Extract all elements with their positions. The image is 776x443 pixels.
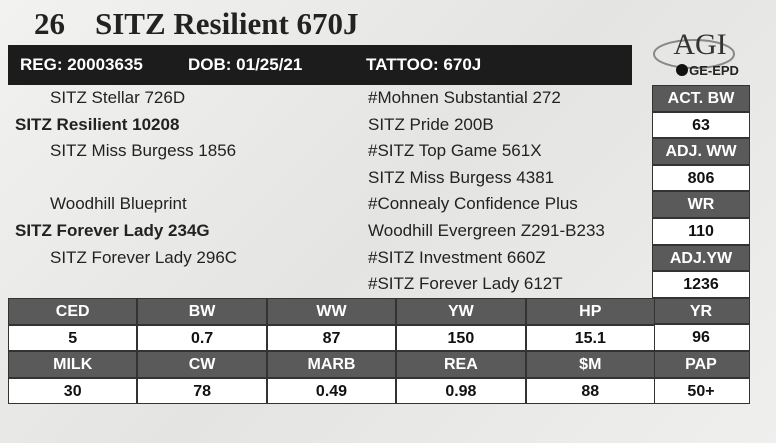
perf-value: 63 xyxy=(652,111,750,139)
perf-value: 96 xyxy=(652,324,750,351)
logo-brand: AGI xyxy=(673,28,726,61)
pedigree-right: SITZ Pride 200B xyxy=(368,114,494,134)
epd-value: 78 xyxy=(137,377,267,405)
lot-title: 26 SITZ Resilient 670J xyxy=(34,6,359,42)
logo: AGI GE-EPD xyxy=(652,28,752,80)
epd-value: 150 xyxy=(396,324,526,352)
epd-header: CED xyxy=(8,298,138,325)
epd-value: 88 xyxy=(525,377,655,405)
epd-header: REA xyxy=(396,351,526,378)
perf-label: ADJ. WW xyxy=(652,138,750,165)
pedigree-left: Woodhill Blueprint xyxy=(50,194,187,214)
pedigree-left: SITZ Forever Lady 234G xyxy=(15,221,210,240)
epd-header: MILK xyxy=(8,351,138,378)
logo-mark: AGI GE-EPD xyxy=(653,28,739,78)
epd-header: WW xyxy=(266,298,397,325)
pedigree-right: #SITZ Forever Lady 612T xyxy=(368,274,563,294)
epd-header: HP xyxy=(525,298,655,325)
animal-name: SITZ Resilient 670J xyxy=(95,6,359,41)
epd-value: 87 xyxy=(266,324,397,352)
perf-value: 110 xyxy=(652,218,750,245)
pedigree-left: SITZ Miss Burgess 1856 xyxy=(50,141,237,161)
pedigree-right: #Mohnen Substantial 272 xyxy=(368,88,561,107)
epd-value: 15.1 xyxy=(525,324,655,352)
perf-value: 50+ xyxy=(652,377,750,405)
perf-label: ADJ.YW xyxy=(652,244,750,272)
pedigree-left: SITZ Resilient 10208 xyxy=(15,114,180,134)
epd-value: 0.49 xyxy=(266,377,397,405)
perf-label: PAP xyxy=(652,351,750,378)
info-field: DOB: 01/25/21 xyxy=(188,55,303,74)
epd-header: CW xyxy=(137,351,267,378)
epd-value: 30 xyxy=(8,377,138,405)
logo-sub: GE-EPD xyxy=(689,63,739,78)
pedigree-left: SITZ Forever Lady 296C xyxy=(50,247,238,267)
info-bar: REG: 20003635 DOB: 01/25/21 TATTOO: 670J xyxy=(8,45,632,85)
lot-number: 26 xyxy=(34,6,65,41)
info-field: REG: 20003635 xyxy=(20,55,143,74)
pedigree-right: Woodhill Evergreen Z291-B233 xyxy=(368,221,605,240)
pedigree-left: SITZ Stellar 726D xyxy=(50,88,186,107)
epd-header: MARB xyxy=(266,351,397,378)
epd-header: $M xyxy=(525,351,655,378)
epd-value: 0.98 xyxy=(396,377,526,405)
epd-header: YW xyxy=(396,298,526,325)
info-field: TATTOO: 670J xyxy=(366,55,482,74)
pedigree-right: #SITZ Investment 660Z xyxy=(368,247,546,267)
perf-label: WR xyxy=(652,191,750,218)
epd-header: BW xyxy=(137,298,267,325)
epd-value: 5 xyxy=(8,324,138,352)
epd-value: 0.7 xyxy=(137,324,267,352)
perf-value: 806 xyxy=(652,164,750,192)
pedigree-right: #SITZ Top Game 561X xyxy=(368,141,542,161)
perf-value: 1236 xyxy=(652,271,750,298)
perf-label: YR xyxy=(652,297,750,325)
pedigree-right: #Connealy Confidence Plus xyxy=(368,194,578,214)
perf-label: ACT. BW xyxy=(652,85,750,112)
pedigree-right: SITZ Miss Burgess 4381 xyxy=(368,167,555,187)
